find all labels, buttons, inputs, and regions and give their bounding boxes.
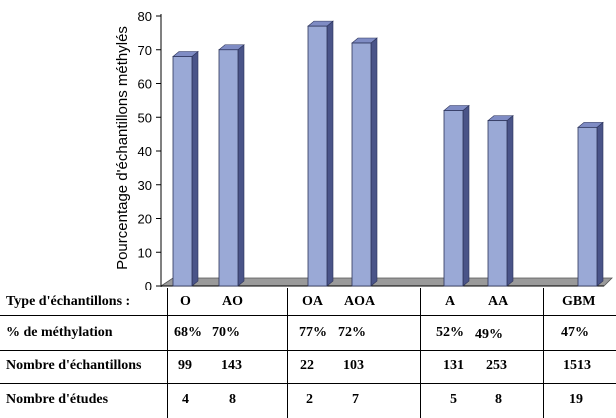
bar-front xyxy=(487,120,508,287)
table-row: Type d'échantillons : O AO OA AOA A AA G… xyxy=(0,288,616,318)
bars xyxy=(172,20,604,287)
cell-meth-0: 68% xyxy=(174,325,202,340)
bar-O xyxy=(172,50,199,287)
bar-side xyxy=(506,114,514,287)
bar-AOA xyxy=(351,37,378,287)
table-row: Nombre d'études 4 8 2 7 5 8 19 xyxy=(0,384,616,414)
bar-A xyxy=(443,104,470,287)
bar-front xyxy=(443,110,464,287)
bar-side xyxy=(237,44,245,287)
row-label-samples: Nombre d'échantillons xyxy=(6,358,142,373)
bar-front xyxy=(218,49,239,287)
cell-studies-6: 19 xyxy=(569,392,583,407)
table-divider xyxy=(287,288,288,418)
bar-side xyxy=(462,104,470,287)
bar-side xyxy=(326,20,334,287)
cell-meth-3: 72% xyxy=(338,325,366,340)
bar-side xyxy=(370,37,378,287)
table-divider xyxy=(543,288,544,418)
cell-type-3: AOA xyxy=(344,294,376,309)
table-rule xyxy=(0,383,616,384)
cell-studies-4: 5 xyxy=(450,392,457,407)
row-label-type: Type d'échantillons : xyxy=(6,294,131,309)
bar-AO xyxy=(218,44,245,287)
cell-studies-0: 4 xyxy=(182,392,189,407)
cell-meth-2: 77% xyxy=(299,325,327,340)
cell-samples-2: 22 xyxy=(300,358,314,373)
cell-studies-3: 7 xyxy=(352,392,359,407)
y-tick-label: 0 xyxy=(145,279,152,290)
y-tick-label: 60 xyxy=(138,77,152,92)
cell-meth-1: 70% xyxy=(212,325,240,340)
cell-meth-5: 49% xyxy=(475,327,503,342)
cell-meth-4: 52% xyxy=(436,325,464,340)
y-tick-label: 70 xyxy=(138,43,152,58)
bar-chart: 0 10 20 30 40 50 60 70 80 Pourcentage d'échantil… xyxy=(114,9,613,290)
cell-samples-1: 143 xyxy=(221,358,242,373)
y-tick-label: 20 xyxy=(138,212,152,227)
y-tick-label: 50 xyxy=(138,110,152,125)
y-axis: 0 10 20 30 40 50 60 70 80 xyxy=(138,9,162,290)
bar-front xyxy=(172,56,193,287)
table-divider xyxy=(420,288,421,418)
table-divider xyxy=(167,288,168,418)
cell-samples-6: 1513 xyxy=(563,358,591,373)
table-rule xyxy=(0,315,616,316)
bar-OA xyxy=(307,20,334,287)
cell-type-2: OA xyxy=(302,294,323,309)
bar-front xyxy=(351,42,372,287)
bar-front xyxy=(307,25,328,287)
cell-type-1: AO xyxy=(222,294,243,309)
cell-type-4: A xyxy=(445,294,456,309)
cell-samples-5: 253 xyxy=(486,358,507,373)
cell-samples-0: 99 xyxy=(178,358,192,373)
row-label-methylation: % de méthylation xyxy=(6,325,113,340)
bar-front xyxy=(577,126,598,287)
bar-side xyxy=(596,121,604,287)
bar-side xyxy=(191,50,199,287)
table-row: Nombre d'échantillons 99 143 22 103 131 … xyxy=(0,351,616,381)
bar-GBM xyxy=(577,121,604,287)
data-table: Type d'échantillons : O AO OA AOA A AA G… xyxy=(0,288,616,418)
cell-studies-5: 8 xyxy=(495,392,502,407)
y-tick-label: 80 xyxy=(138,9,152,24)
cell-samples-3: 103 xyxy=(343,358,364,373)
cell-type-6: GBM xyxy=(562,294,596,309)
cell-type-0: O xyxy=(180,294,191,309)
row-label-studies: Nombre d'études xyxy=(6,392,109,407)
cell-studies-1: 8 xyxy=(229,392,236,407)
table-row: % de méthylation 68% 70% 77% 72% 52% 49%… xyxy=(0,318,616,348)
y-tick-label: 30 xyxy=(138,178,152,193)
cell-samples-4: 131 xyxy=(443,358,464,373)
cell-type-5: AA xyxy=(488,294,509,309)
table-rule xyxy=(0,350,616,351)
y-tick-label: 40 xyxy=(138,144,152,159)
bar-AA xyxy=(487,114,514,287)
y-axis-label: Pourcentage d'échantillons méthylés xyxy=(114,26,131,270)
cell-studies-2: 2 xyxy=(306,392,313,407)
y-tick-label: 10 xyxy=(138,245,152,260)
cell-meth-6: 47% xyxy=(561,325,589,340)
